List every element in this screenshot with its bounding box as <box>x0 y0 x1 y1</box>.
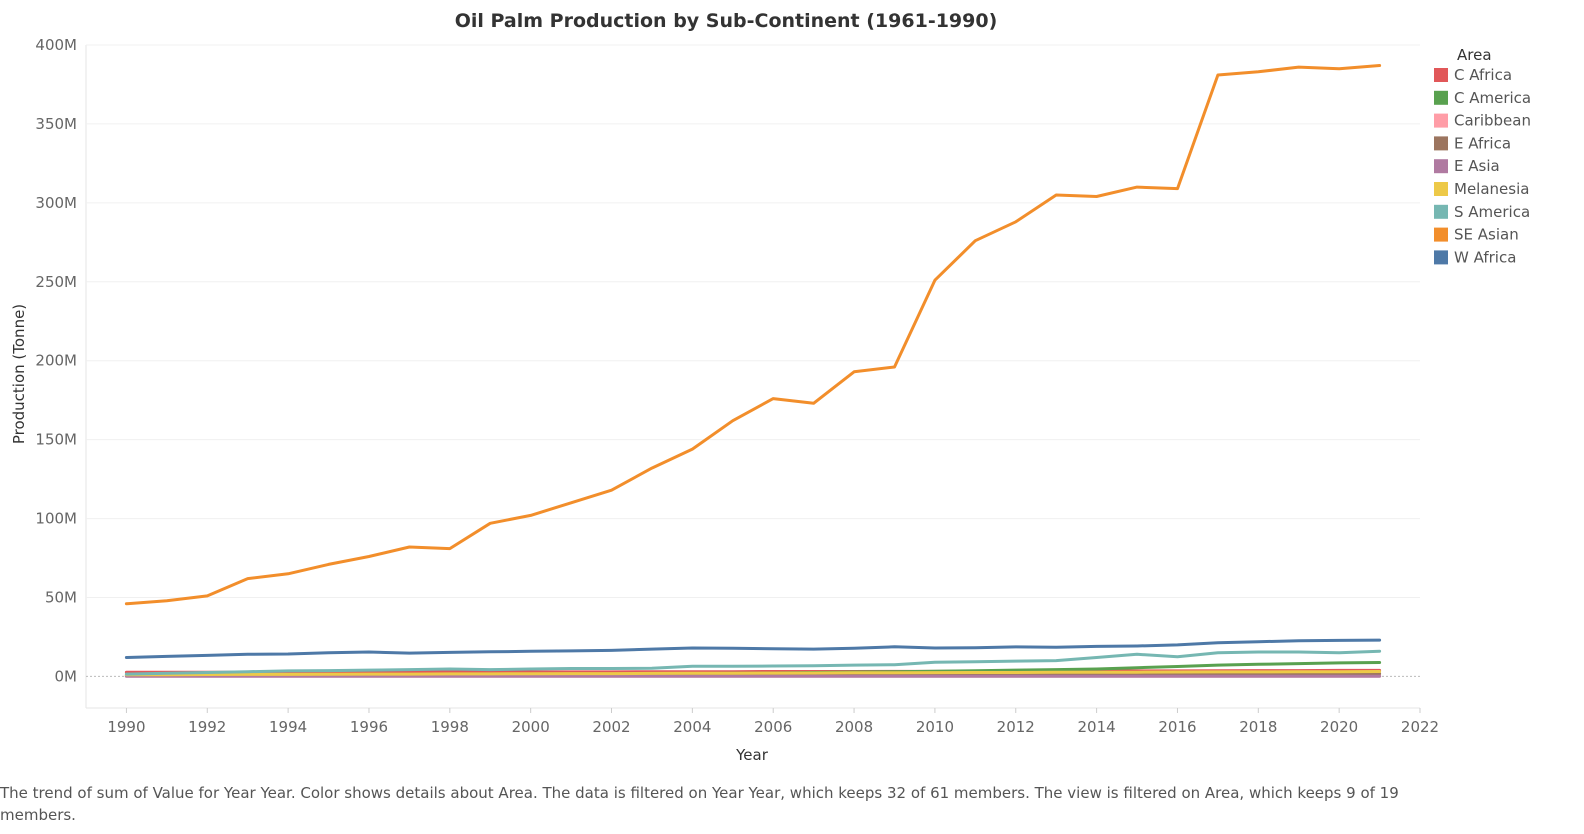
legend: Area C Africa C America Caribbean E Africa E… <box>1434 46 1531 266</box>
x-tick-label: 2010 <box>916 718 954 736</box>
legend-swatch-w-africa <box>1434 250 1448 265</box>
y-tick-label: 350M <box>35 115 77 133</box>
x-tick-label: 2018 <box>1239 718 1277 736</box>
x-tick-label: 2012 <box>997 718 1035 736</box>
legend-swatch-se-asian <box>1434 227 1448 242</box>
x-tick-label: 2000 <box>512 718 550 736</box>
legend-swatch-e-asia <box>1434 159 1448 174</box>
legend-title: Area <box>1457 46 1492 64</box>
x-tick-label: 1998 <box>431 718 469 736</box>
series-lines <box>124 64 1382 678</box>
legend-swatch-c-america <box>1434 90 1448 105</box>
x-tick-label: 1994 <box>269 718 307 736</box>
legend-label-e-asia: E Asia <box>1454 157 1500 175</box>
legend-label-c-america: C America <box>1454 89 1531 107</box>
series-line-w-africa <box>124 638 1382 659</box>
series-line-melanesia <box>124 670 1382 677</box>
y-tick-label: 100M <box>35 510 77 528</box>
legend-swatch-melanesia <box>1434 182 1448 196</box>
series-line-se-asian <box>124 64 1382 606</box>
y-tick-label: 50M <box>45 589 77 607</box>
legend-label-s-america: S America <box>1454 203 1530 221</box>
chart-caption: The trend of sum of Value for Year Year.… <box>0 784 1399 824</box>
y-tick-label: 150M <box>35 431 77 449</box>
legend-swatch-s-america <box>1434 204 1448 219</box>
line-chart: Oil Palm Production by Sub-Continent (19… <box>10 10 1531 764</box>
y-tick-label: 400M <box>35 36 77 54</box>
chart-title: Oil Palm Production by Sub-Continent (19… <box>455 10 998 32</box>
x-tick-label: 2014 <box>1078 718 1116 736</box>
legend-label-w-africa: W Africa <box>1454 248 1516 266</box>
x-tick-label: 1992 <box>188 718 226 736</box>
x-tick-label: 2020 <box>1320 718 1358 736</box>
x-tick-label: 2008 <box>835 718 873 736</box>
y-tick-label: 300M <box>35 194 77 212</box>
x-tick-label: 2004 <box>673 718 711 736</box>
legend-swatch-e-africa <box>1434 136 1448 151</box>
x-tick-label: 1996 <box>350 718 388 736</box>
x-tick-label: 2002 <box>592 718 630 736</box>
legend-swatch-c-africa <box>1434 68 1448 82</box>
y-axis-ticks: 0M 50M 100M 150M 200M 250M 300M 350M 400M <box>35 36 77 685</box>
x-tick-label: 2022 <box>1401 718 1439 736</box>
y-tick-label: 250M <box>35 273 77 291</box>
x-tick-label: 2006 <box>754 718 792 736</box>
x-tick-label: 2016 <box>1158 718 1196 736</box>
x-axis-ticks: 1990 1992 1994 1996 1998 2000 2002 2004 2006 2008… <box>107 708 1439 736</box>
legend-label-se-asian: SE Asian <box>1454 226 1519 244</box>
x-tick-label: 1990 <box>107 718 145 736</box>
y-tick-label: 0M <box>55 667 78 685</box>
y-tick-label: 200M <box>35 352 77 370</box>
y-axis-title: Production (Tonne) <box>10 304 28 444</box>
gridlines <box>85 44 1420 709</box>
legend-swatch-caribbean <box>1434 113 1448 128</box>
legend-label-c-africa: C Africa <box>1454 66 1512 84</box>
legend-label-melanesia: Melanesia <box>1454 180 1529 198</box>
series-line-s-america <box>124 649 1382 676</box>
legend-label-e-africa: E Africa <box>1454 134 1511 152</box>
legend-label-caribbean: Caribbean <box>1454 112 1531 130</box>
x-axis-title: Year <box>735 746 769 764</box>
